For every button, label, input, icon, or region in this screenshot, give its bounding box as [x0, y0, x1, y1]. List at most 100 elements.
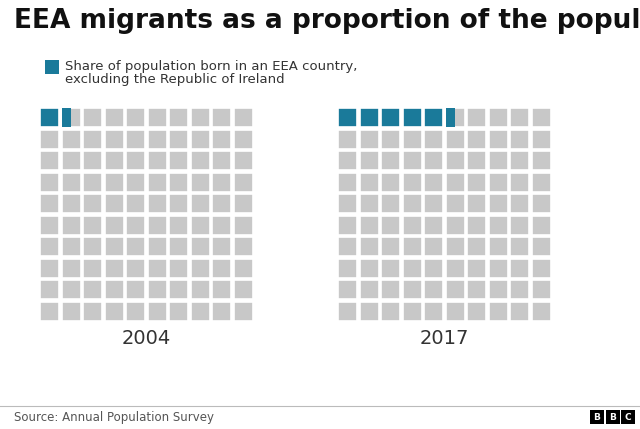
Bar — [403, 280, 422, 299]
Bar — [531, 259, 550, 278]
Bar — [445, 194, 465, 213]
Bar — [234, 194, 253, 213]
Bar — [147, 237, 166, 256]
Bar — [338, 280, 357, 299]
Bar — [360, 108, 378, 127]
Bar — [360, 215, 378, 235]
Bar — [381, 194, 400, 213]
Bar — [360, 194, 378, 213]
Bar — [445, 259, 465, 278]
Bar — [445, 280, 465, 299]
Bar — [169, 259, 188, 278]
Bar — [424, 280, 443, 299]
Bar — [445, 108, 455, 127]
Text: EEA migrants as a proportion of the population: EEA migrants as a proportion of the popu… — [14, 8, 640, 34]
Bar — [403, 215, 422, 235]
Bar — [169, 108, 188, 127]
Bar — [61, 108, 71, 127]
Bar — [338, 259, 357, 278]
Bar — [360, 302, 378, 320]
Bar — [234, 130, 253, 148]
Bar — [467, 215, 486, 235]
Bar — [83, 130, 102, 148]
Bar — [360, 280, 378, 299]
Bar — [424, 215, 443, 235]
Bar — [338, 172, 357, 191]
Bar — [191, 302, 209, 320]
Bar — [467, 302, 486, 320]
Bar — [467, 172, 486, 191]
Bar — [338, 130, 357, 148]
Bar — [83, 237, 102, 256]
Bar — [191, 130, 209, 148]
Bar — [403, 237, 422, 256]
Bar — [169, 280, 188, 299]
Bar — [445, 237, 465, 256]
Bar — [381, 108, 400, 127]
Bar — [424, 151, 443, 170]
Bar — [212, 130, 231, 148]
Bar — [424, 172, 443, 191]
Bar — [445, 108, 465, 127]
Bar — [338, 237, 357, 256]
Bar — [338, 108, 357, 127]
Bar — [403, 108, 422, 127]
Bar — [488, 237, 508, 256]
Bar — [488, 151, 508, 170]
Bar — [212, 259, 231, 278]
Bar — [126, 130, 145, 148]
Bar — [126, 302, 145, 320]
Bar — [403, 130, 422, 148]
Bar — [61, 259, 81, 278]
Bar — [104, 280, 124, 299]
Text: excluding the Republic of Ireland: excluding the Republic of Ireland — [65, 73, 285, 86]
Bar — [126, 215, 145, 235]
Bar — [510, 172, 529, 191]
Bar — [381, 302, 400, 320]
Bar — [83, 280, 102, 299]
Bar — [510, 151, 529, 170]
Bar — [191, 172, 209, 191]
Bar — [61, 237, 81, 256]
Bar — [424, 237, 443, 256]
Bar — [403, 259, 422, 278]
Bar — [191, 237, 209, 256]
Bar — [445, 130, 465, 148]
Bar — [510, 237, 529, 256]
Bar — [510, 302, 529, 320]
Bar — [381, 280, 400, 299]
Bar — [488, 194, 508, 213]
Bar — [488, 172, 508, 191]
Bar — [83, 108, 102, 127]
Bar — [104, 151, 124, 170]
Bar — [104, 194, 124, 213]
Bar — [234, 302, 253, 320]
Bar — [126, 259, 145, 278]
Bar — [40, 280, 59, 299]
Text: 2017: 2017 — [420, 329, 469, 348]
Bar — [169, 151, 188, 170]
Bar — [488, 280, 508, 299]
Text: Source: Annual Population Survey: Source: Annual Population Survey — [14, 411, 214, 423]
Bar — [510, 215, 529, 235]
Bar — [212, 194, 231, 213]
Bar — [381, 151, 400, 170]
Bar — [147, 302, 166, 320]
Text: 2004: 2004 — [122, 329, 171, 348]
Text: Share of population born in an EEA country,: Share of population born in an EEA count… — [65, 60, 357, 73]
Bar — [531, 194, 550, 213]
Bar — [191, 259, 209, 278]
Bar — [381, 259, 400, 278]
Bar — [445, 302, 465, 320]
Bar — [467, 194, 486, 213]
Bar — [234, 237, 253, 256]
Bar — [360, 172, 378, 191]
Bar — [510, 108, 529, 127]
Bar — [169, 215, 188, 235]
Bar — [104, 302, 124, 320]
Bar — [212, 151, 231, 170]
Bar — [510, 194, 529, 213]
Bar — [531, 130, 550, 148]
Bar — [40, 237, 59, 256]
Bar — [424, 302, 443, 320]
